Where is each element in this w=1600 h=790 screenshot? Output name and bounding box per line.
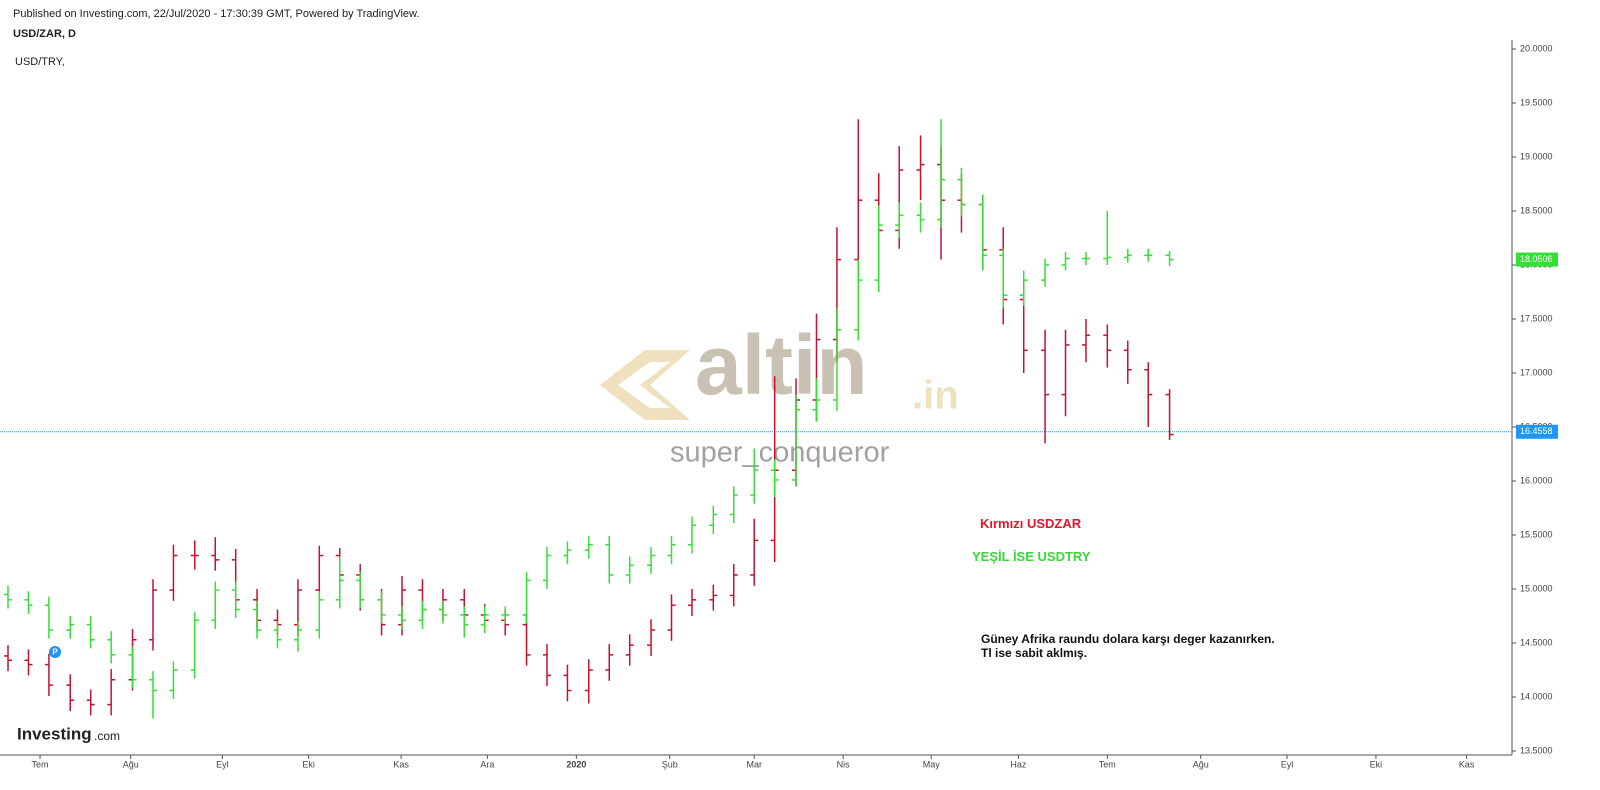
logo-suffix: .com	[94, 729, 120, 743]
series-0: USD/ZAR	[4, 119, 1174, 716]
y-tick-label: 18.5000	[1520, 205, 1553, 215]
watermark-icon	[600, 350, 690, 420]
y-tick-label: 17.5000	[1520, 313, 1553, 323]
watermark-brand: altin	[695, 318, 868, 412]
y-tick-label: 15.5000	[1520, 529, 1553, 539]
watermark-suffix: .in	[912, 374, 959, 418]
y-tick-label: 15.0000	[1520, 583, 1553, 593]
watermark-icon-inner	[618, 362, 670, 408]
red-note: Kırmızı USDZAR	[980, 516, 1082, 531]
y-tick-label: 19.0000	[1520, 151, 1553, 161]
published-note: Published on Investing.com, 22/Jul/2020 …	[13, 8, 420, 20]
y-tick-label: 20.0000	[1520, 43, 1553, 53]
price-label-box	[1516, 252, 1558, 267]
x-tick-label: Eki	[1370, 759, 1383, 769]
event-marker	[49, 646, 61, 658]
watermark: altin .in super_conqueror	[600, 318, 959, 469]
event-marker-label: P	[52, 648, 58, 657]
y-tick-label: 17.0000	[1520, 367, 1553, 377]
series-1: USD/TRY	[4, 119, 1174, 719]
comment-line: Güney Afrika raundu dolara karşı deger k…	[981, 632, 1275, 646]
x-tick-label: May	[923, 759, 941, 769]
comment-line: Tl ise sabit aklmış.	[981, 646, 1088, 660]
x-tick-label: Haz	[1010, 759, 1027, 769]
x-tick-label: Kas	[1459, 759, 1475, 769]
x-tick-label: Ara	[480, 759, 494, 769]
y-tick-label: 14.0000	[1520, 691, 1553, 701]
x-tick-label: Eki	[302, 759, 315, 769]
logo-name: Investing	[17, 724, 92, 743]
x-tick-label: 2020	[566, 759, 586, 769]
x-tick-label: Eyl	[1281, 759, 1294, 769]
price-label: 18.0506	[1520, 254, 1553, 264]
y-tick-label: 19.5000	[1520, 97, 1553, 107]
x-tick-label: Eyl	[216, 759, 229, 769]
symbol-title: USD/ZAR, D	[13, 28, 76, 40]
x-tick-label: Şub	[662, 759, 678, 769]
x-tick-label: Kas	[393, 759, 409, 769]
y-tick-label: 16.0000	[1520, 475, 1553, 485]
x-tick-label: Ağu	[123, 759, 139, 769]
y-tick-label: 13.5000	[1520, 745, 1553, 755]
green-note: YEŞİL İSE USDTRY	[972, 549, 1091, 564]
x-tick-label: Mar	[746, 759, 762, 769]
x-tick-label: Nis	[837, 759, 850, 769]
y-tick-label: 14.5000	[1520, 637, 1553, 647]
x-tick-label: Ağu	[1193, 759, 1209, 769]
price-label: 16.4558	[1520, 426, 1553, 436]
x-tick-label: Tem	[1099, 759, 1116, 769]
x-tick-label: Tem	[32, 759, 49, 769]
overlay-title: USD/TRY,	[15, 56, 65, 68]
watermark-user: super_conqueror	[670, 437, 890, 469]
price-label-box	[1516, 424, 1558, 439]
